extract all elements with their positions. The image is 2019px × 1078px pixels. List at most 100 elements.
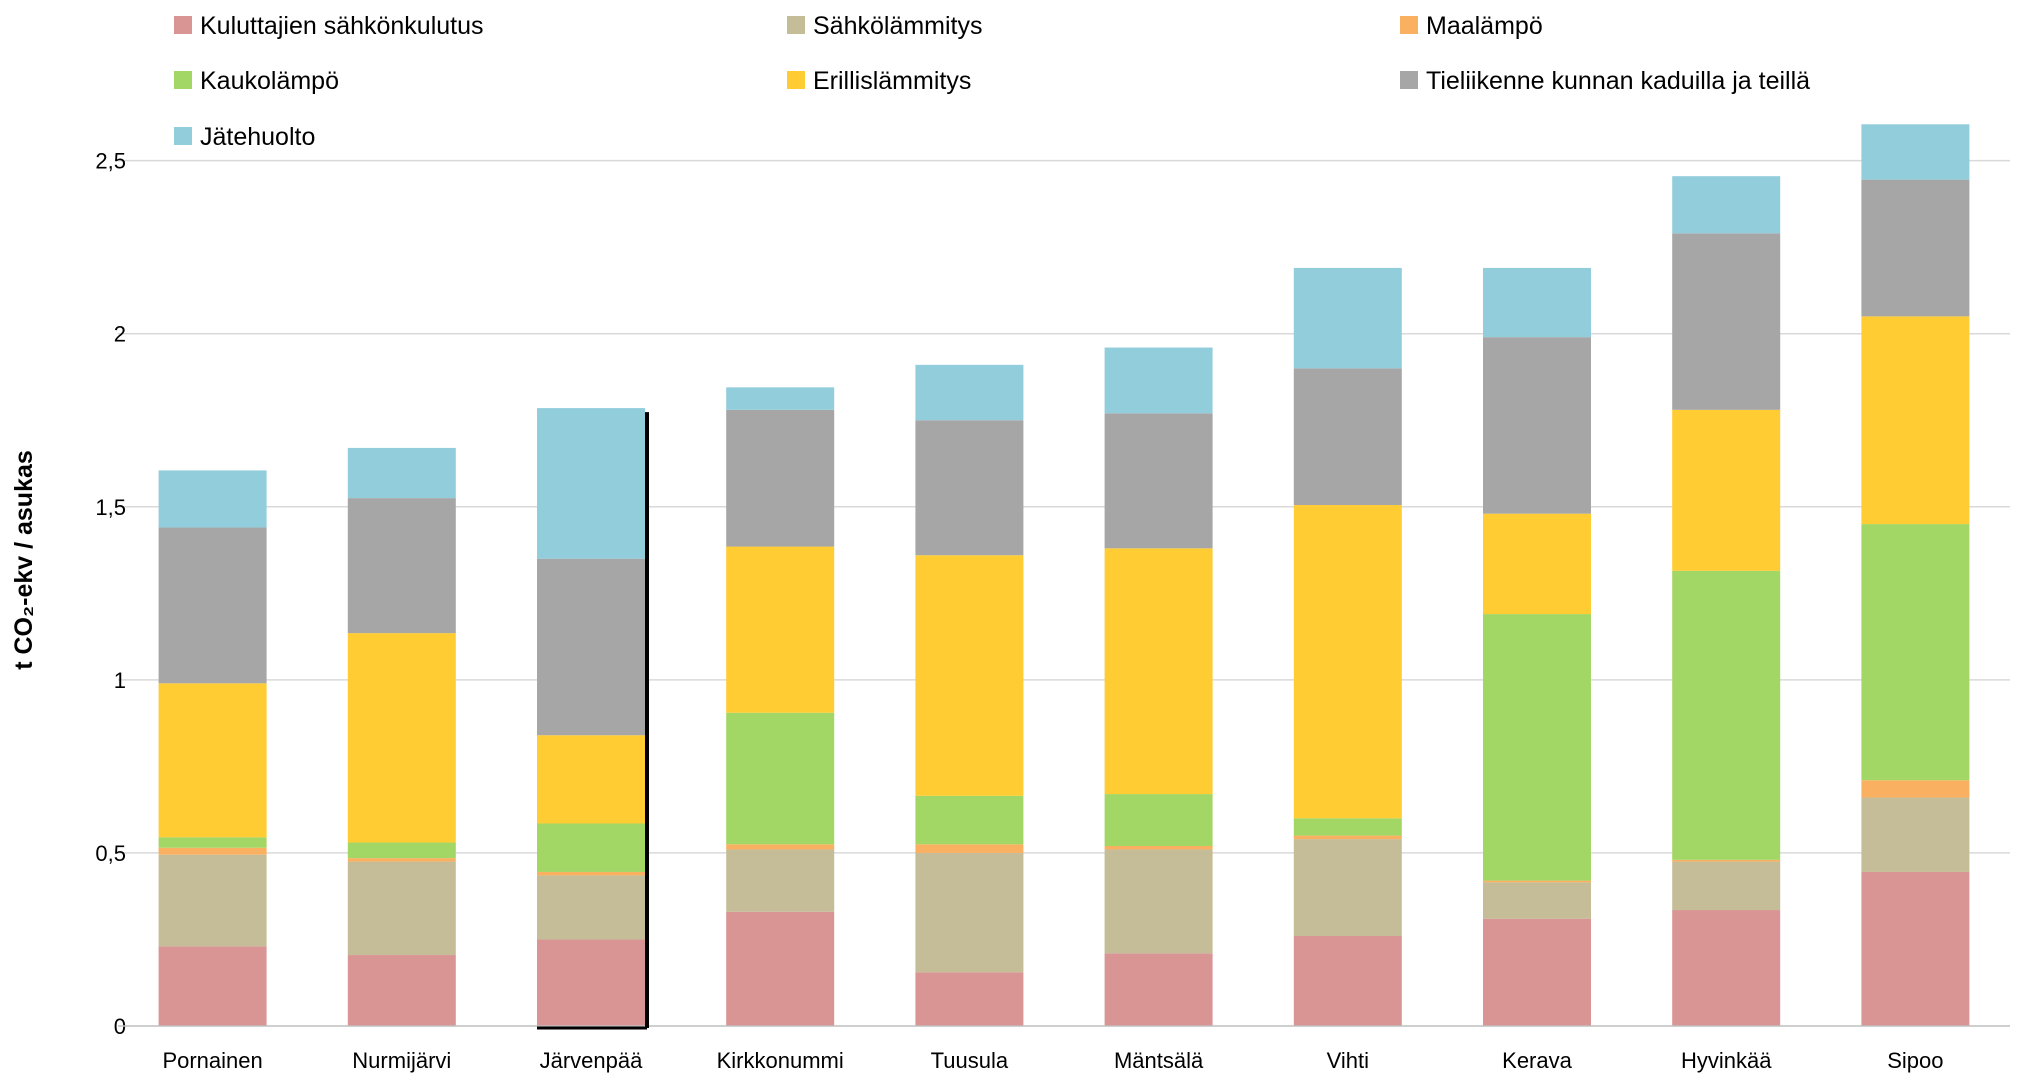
bar-segment [1861, 179, 1970, 317]
legend-swatch [787, 71, 805, 89]
legend-label: Kaukolämpö [200, 67, 339, 95]
bar-segment [1293, 936, 1402, 1026]
legend: Kuluttajien sähkönkulutus Sähkölämmitys Ma… [174, 12, 1810, 151]
bar-segment [347, 842, 456, 859]
bar-segment [537, 735, 645, 824]
bar-segment [537, 939, 645, 1026]
bar-segment [726, 844, 835, 850]
legend-label: Tieliikenne kunnan kaduilla ja teillä [1426, 67, 1810, 95]
y-axis-label: t CO₂-ekv / asukas [10, 450, 38, 670]
x-tick-label: Mäntsälä [1114, 1048, 1204, 1073]
bar-segment [347, 633, 456, 843]
legend-label: Jätehuolto [200, 123, 315, 151]
bar-segment [1861, 780, 1970, 798]
x-tick-label: Kerava [1502, 1048, 1572, 1073]
legend-swatch [174, 71, 192, 89]
bar-segment [726, 911, 835, 1026]
bar-segment [1293, 839, 1402, 936]
bar-segment [1672, 409, 1781, 571]
bar-segment [1293, 835, 1402, 840]
x-tick-label: Vihti [1327, 1048, 1369, 1073]
legend-label: Sähkölämmitys [813, 12, 983, 40]
bar-segment [537, 558, 645, 736]
bar-segment [726, 712, 835, 845]
bar-segment [158, 683, 267, 838]
x-tick-label: Tuusula [931, 1048, 1009, 1073]
bar-segment [1483, 337, 1591, 514]
bar-segment [1861, 124, 1970, 180]
bar-segment [915, 852, 1024, 973]
bar-segment [726, 409, 835, 547]
bar-segment [726, 849, 835, 912]
y-tick-label: 0,5 [95, 841, 126, 866]
legend-swatch [174, 16, 192, 34]
bar-segment [915, 972, 1024, 1026]
bar-segment [915, 555, 1024, 796]
legend-label: Erillislämmitys [813, 67, 971, 95]
bars [158, 124, 1970, 1026]
bar-segment [1483, 614, 1591, 881]
bar-segment [158, 854, 267, 947]
y-tick-label: 1,5 [95, 495, 126, 520]
legend-swatch [1400, 16, 1418, 34]
x-tick-label: Hyvinkää [1681, 1048, 1772, 1073]
bar-segment [1104, 794, 1213, 846]
bar-segment [537, 871, 645, 876]
bar-segment [1293, 267, 1402, 369]
bar-segment [1293, 505, 1402, 819]
bar-segment [1483, 882, 1591, 919]
legend-swatch [174, 127, 192, 145]
bar-segment [1483, 267, 1591, 338]
x-tick-label: Pornainen [162, 1048, 262, 1073]
y-tick-label: 2 [114, 322, 126, 347]
bar-segment [537, 823, 645, 872]
bar-segment [1483, 880, 1591, 883]
bar-segment [347, 858, 456, 862]
y-tick-label: 1 [114, 668, 126, 693]
y-tick-label: 2,5 [95, 149, 126, 174]
legend-label: Kuluttajien sähkönkulutus [200, 12, 484, 40]
bar-segment [1672, 861, 1781, 911]
bar-segment [1293, 368, 1402, 506]
legend-swatch [787, 16, 805, 34]
bar-segment [1104, 548, 1213, 795]
bar-segment [158, 847, 267, 855]
bar-segment [158, 946, 267, 1026]
bar-segment [158, 837, 267, 848]
legend-label: Maalämpö [1426, 12, 1543, 40]
bar-segment [1672, 570, 1781, 860]
bar-segment [158, 527, 267, 684]
bar-segment [1293, 818, 1402, 836]
bar-segment [1483, 513, 1591, 615]
bar-segment [347, 447, 456, 499]
bar-segment [1104, 413, 1213, 549]
bar-segment [915, 844, 1024, 853]
bar-segment [915, 420, 1024, 556]
legend-swatch [1400, 71, 1418, 89]
bar-segment [1672, 859, 1781, 862]
bar-segment [1104, 849, 1213, 954]
x-tick-label: Kirkkonummi [717, 1048, 844, 1073]
bar-segment [726, 387, 835, 410]
bar-segment [537, 408, 645, 559]
bar-segment [1672, 233, 1781, 410]
x-tick-label: Järvenpää [540, 1048, 644, 1073]
x-tick-label: Nurmijärvi [352, 1048, 451, 1073]
bar-segment [1861, 797, 1970, 872]
bar-segment [1861, 524, 1970, 781]
bar-segment [1861, 316, 1970, 525]
bar-segment [1483, 918, 1591, 1026]
bar-segment [1861, 871, 1970, 1026]
bar-segment [1104, 347, 1213, 414]
bar-segment [726, 546, 835, 713]
bar-segment [347, 955, 456, 1026]
bar-segment [1672, 176, 1781, 234]
bar-segment [1672, 910, 1781, 1026]
bar-segment [537, 875, 645, 940]
bar-segment [1104, 953, 1213, 1026]
x-tick-label: Sipoo [1887, 1048, 1943, 1073]
bar-segment [1104, 846, 1213, 850]
